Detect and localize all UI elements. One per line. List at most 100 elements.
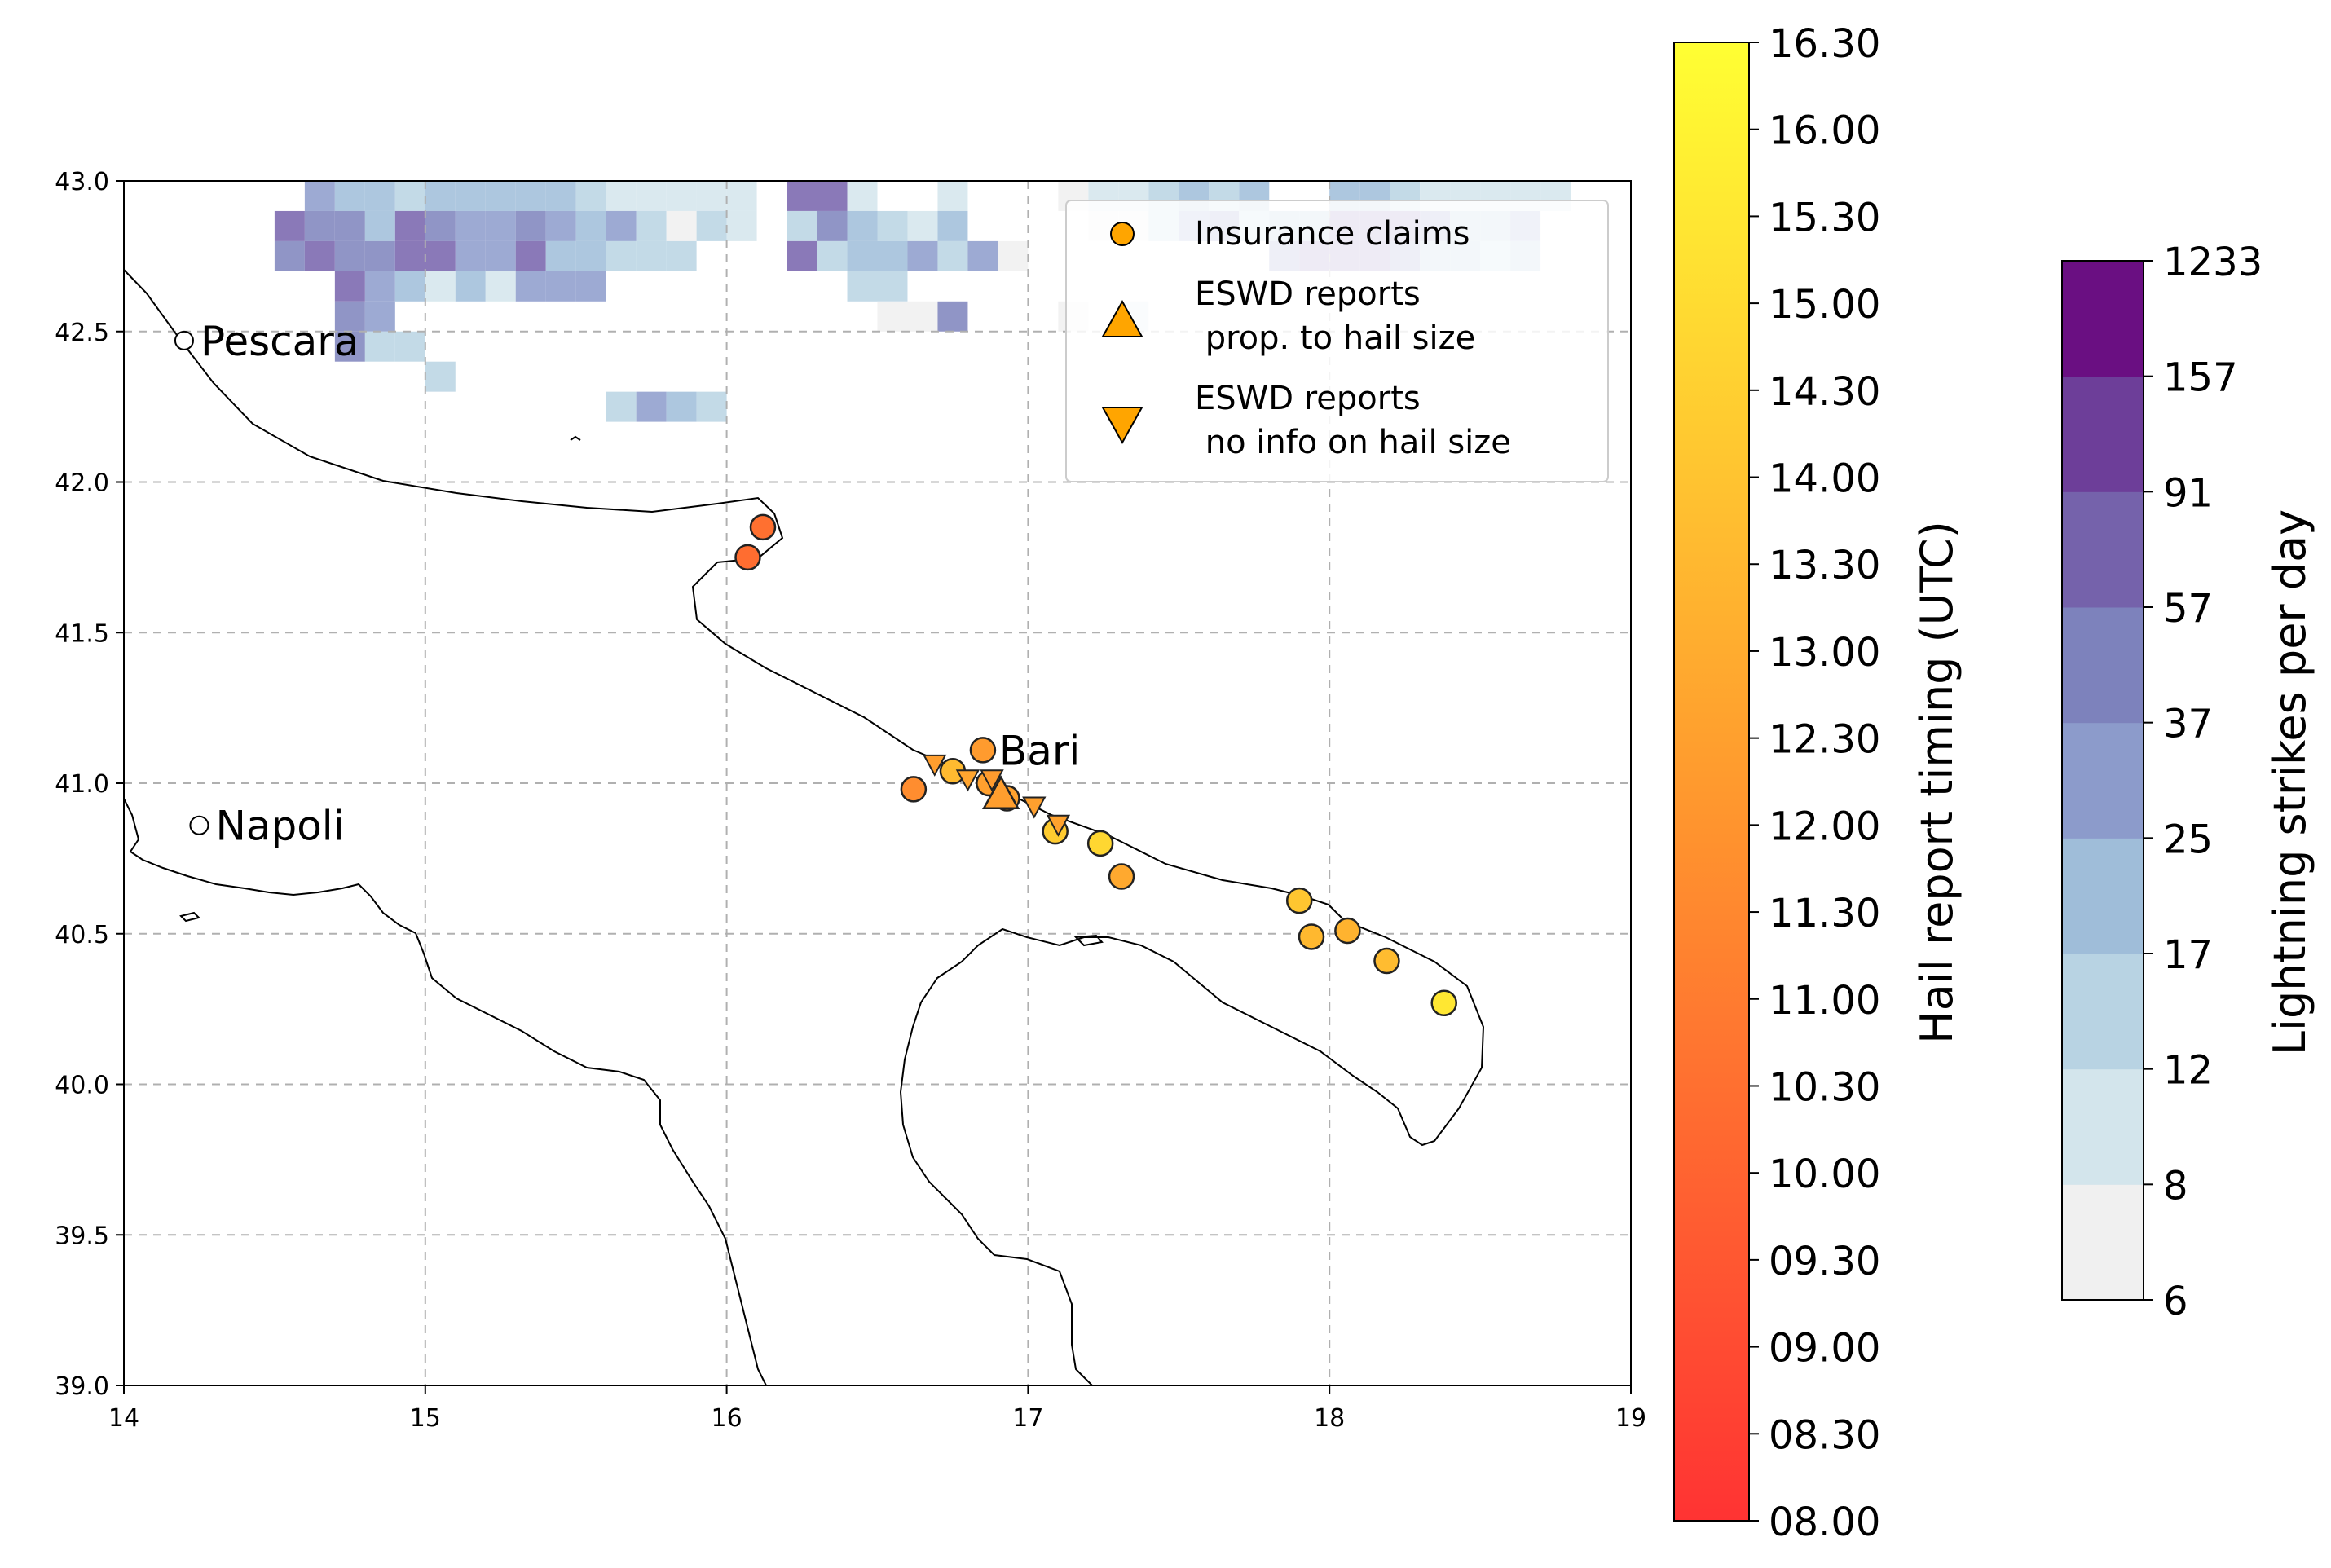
lightning-cell [636,181,667,211]
timing-colorbar-bar [1673,42,1750,1522]
eswd-nosize-marker [1022,796,1047,819]
lightning-cell [787,240,817,271]
y-tick-label: 40.0 [55,1072,109,1100]
y-tick-label: 39.0 [55,1372,109,1401]
gargano-inlet [570,435,581,441]
lightning-cell [937,181,968,211]
insurance-claim-marker [749,513,777,541]
insurance-claim-marker [1086,830,1114,857]
lightning-tick-label: 37 [2163,702,2213,747]
x-axis-ticks: 14 15 16 17 18 19 [108,1385,1646,1433]
lightning-cell [485,181,516,211]
insurance-claim-marker [1285,887,1313,914]
lightning-cell [666,181,697,211]
lightning-cell [274,240,305,271]
timing-tick-label: 12.30 [1769,717,1880,763]
y-tick-label: 42.0 [55,469,109,498]
timing-tick-label: 11.30 [1769,891,1880,936]
timing-tick-label: 13.30 [1769,543,1880,588]
lightning-cell [304,181,335,211]
legend-label-eswd-size-line1: ESWD reports [1195,275,1421,313]
city-label-napoli: Napoli [215,803,344,850]
timing-colorbar-label: Hail report timing (UTC) [1911,521,1963,1044]
timing-colorbar: 08.00 08.30 09.00 09.30 10.00 10.30 11.00 11.30… [1673,21,1963,1545]
lightning-cell [334,181,365,211]
lightning-cell [455,210,486,241]
lightning-cell [787,210,817,241]
lightning-colorbar-band [2062,376,2144,492]
lightning-cell [937,301,968,332]
city-marker-pescara [174,330,194,350]
lightning-colorbar-band [2062,491,2144,608]
lightning-cell [425,240,456,271]
lightning-cell [394,271,425,302]
lightning-cell [696,391,727,422]
lightning-colorbar-band [2062,838,2144,954]
eswd-size-marker [982,775,1020,810]
lightning-cell [998,240,1029,271]
x-tick-label: 18 [1314,1404,1345,1433]
lightning-cell [907,240,938,271]
x-tick-label: 19 [1615,1404,1646,1433]
lightning-cell [364,240,395,271]
lightning-cell [394,210,425,241]
lightning-colorbar-band [2062,1184,2144,1301]
lightning-cell [787,181,817,211]
city-label-bari: Bari [999,727,1080,774]
lightning-cell [666,240,697,271]
lightning-colorbar-band [2062,261,2144,377]
x-tick-label: 14 [108,1404,139,1433]
lightning-cell [304,210,335,241]
lightning-cell [847,210,878,241]
lightning-cell [575,271,606,302]
eswd-nosize-marker [955,769,980,792]
timing-tick-label: 09.30 [1769,1239,1880,1284]
lightning-cell [817,181,848,211]
lightning-cell [364,181,395,211]
insurance-claim-marker [969,737,997,764]
lightning-cell [847,271,878,302]
y-tick-label: 43.0 [55,168,109,196]
tyrrhenian-coast [124,798,767,1385]
lightning-cell [485,271,516,302]
lightning-cell [877,240,908,271]
timing-tick-label: 12.00 [1769,804,1880,849]
y-tick-label: 41.0 [55,770,109,799]
lightning-cell [274,210,305,241]
city-markers: Pescara Napoli Bari [174,318,1080,850]
lightning-cell [636,391,667,422]
lightning-tick-label: 6 [2163,1279,2188,1324]
map-gridlines [124,181,1631,1385]
lightning-colorbar-ticks: 6 8 12 17 25 37 57 91 157 1233 [2144,240,2263,1324]
lightning-cell [877,210,908,241]
lightning-cell [334,271,365,302]
lightning-cell [364,210,395,241]
legend-label-eswd-size-line2: prop. to hail size [1195,319,1475,357]
lightning-cell [334,240,365,271]
lightning-cell [967,240,998,271]
lightning-cell [877,271,908,302]
timing-tick-label: 15.00 [1769,282,1880,328]
lightning-cell [877,301,908,332]
city-marker-napoli [189,815,209,835]
y-tick-label: 42.5 [55,319,109,347]
lightning-cell [606,391,637,422]
timing-tick-label: 08.30 [1769,1412,1880,1458]
lightning-cell [606,240,637,271]
insurance-claim-marker [900,776,928,803]
lightning-cell [636,240,667,271]
lightning-cell [334,301,365,332]
insurance-claim-marker [1430,989,1457,1016]
lightning-colorbar-band [2062,607,2144,724]
lightning-colorbar-band [2062,954,2144,1070]
x-tick-label: 16 [712,1404,742,1433]
legend-label-eswd-nosize-line2: no info on hail size [1195,424,1511,461]
lightning-colorbar-bands [2062,261,2144,1301]
x-tick-label: 15 [410,1404,441,1433]
lightning-cell [455,240,486,271]
lightning-cell [937,210,968,241]
timing-tick-label: 16.30 [1769,21,1880,67]
timing-tick-label: 14.30 [1769,369,1880,415]
adriatic-coast [124,269,1485,1385]
timing-tick-label: 08.00 [1769,1500,1880,1545]
